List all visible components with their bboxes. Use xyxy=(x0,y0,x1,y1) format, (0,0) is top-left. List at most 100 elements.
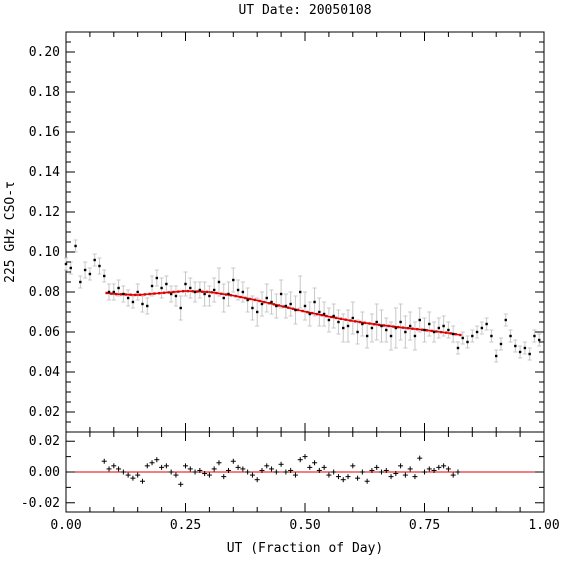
fit-point xyxy=(444,331,448,334)
fit-point xyxy=(220,292,223,295)
data-point xyxy=(461,336,464,340)
y-tick-label: 0.00 xyxy=(29,465,60,480)
fit-point xyxy=(229,294,233,297)
data-point xyxy=(389,334,393,338)
fit-point xyxy=(158,292,161,295)
fit-point xyxy=(253,298,257,302)
data-point xyxy=(447,328,450,332)
data-point xyxy=(423,328,426,332)
fit-point xyxy=(358,320,362,324)
data-point xyxy=(150,284,154,288)
fit-point xyxy=(387,324,390,328)
fit-point xyxy=(167,291,170,294)
data-point xyxy=(174,294,178,298)
fit-point xyxy=(401,326,405,329)
main-plot-frame xyxy=(65,31,545,433)
fit-layer xyxy=(105,289,462,337)
data-point xyxy=(399,320,402,324)
data-point xyxy=(98,264,101,268)
data-point xyxy=(79,280,82,284)
data-point xyxy=(514,344,517,348)
data-point xyxy=(284,304,288,308)
fit-point xyxy=(315,312,319,316)
fit-point xyxy=(425,329,429,332)
fit-point xyxy=(239,295,242,299)
data-point xyxy=(380,324,383,328)
data-point xyxy=(351,316,354,320)
data-point xyxy=(485,322,488,326)
data-point xyxy=(466,340,469,344)
data-point xyxy=(404,330,407,334)
residual-plot: 0.00 0.25 0.50 0.75 1.00 -0.02 0.00 0.02 UT (F… xyxy=(21,431,560,556)
fit-point xyxy=(344,318,347,321)
data-point xyxy=(189,286,192,290)
data-point xyxy=(93,258,96,262)
data-point xyxy=(322,312,326,316)
data-point xyxy=(160,286,163,290)
y-tick-label: 0.06 xyxy=(29,325,60,340)
fit-point xyxy=(263,300,266,304)
data-point xyxy=(327,318,331,322)
fit-point xyxy=(373,323,376,326)
fit-point xyxy=(138,293,142,296)
data-point xyxy=(227,292,230,296)
data-point xyxy=(303,304,307,308)
fit-point xyxy=(201,290,204,293)
data-point xyxy=(413,334,417,338)
residual-y-ticks: -0.02 0.00 0.02 xyxy=(21,434,544,511)
fit-point xyxy=(153,292,156,295)
fit-point xyxy=(267,302,271,305)
data-point xyxy=(169,292,173,296)
data-point xyxy=(265,296,268,300)
fit-point xyxy=(339,317,343,320)
data-point xyxy=(509,334,512,338)
data-point xyxy=(136,290,139,294)
data-point xyxy=(198,288,202,292)
fit-point xyxy=(114,292,118,296)
data-point xyxy=(103,274,106,278)
fit-point xyxy=(191,290,194,293)
fit-point xyxy=(430,329,433,333)
data-point xyxy=(184,282,187,286)
data-point xyxy=(432,330,436,334)
data-point xyxy=(131,300,135,304)
data-point xyxy=(279,292,283,296)
data-point xyxy=(69,266,72,270)
data-point xyxy=(332,314,335,318)
data-point xyxy=(146,304,149,308)
residual-x-ticks: 0.00 0.25 0.50 0.75 1.00 xyxy=(50,432,560,533)
data-point xyxy=(107,290,111,294)
main-plot: 0.02 0.04 0.06 0.08 0.10 0.12 0.14 0.16 0.18 0.20… xyxy=(3,31,545,433)
data-point xyxy=(236,288,240,292)
fit-point xyxy=(105,291,108,295)
y-tick-label: 0.14 xyxy=(29,165,60,180)
data-point xyxy=(260,302,264,306)
data-point xyxy=(155,276,159,280)
x-tick-label: 0.50 xyxy=(289,518,320,533)
x-axis-label: UT (Fraction of Day) xyxy=(227,541,384,556)
x-tick-label: 0.75 xyxy=(409,518,440,533)
fit-point xyxy=(210,291,213,294)
fit-point xyxy=(310,311,314,315)
main-x-ticks xyxy=(89,32,521,432)
fit-point xyxy=(353,320,357,323)
data-point xyxy=(112,290,115,294)
y-tick-label: -0.02 xyxy=(21,496,60,511)
data-point xyxy=(523,346,527,350)
fit-point xyxy=(148,292,151,296)
data-point xyxy=(232,278,235,282)
fit-point xyxy=(196,290,199,293)
fit-point xyxy=(420,328,424,331)
fit-point xyxy=(291,307,295,310)
data-point xyxy=(365,334,369,338)
fit-point xyxy=(411,327,414,330)
data-point xyxy=(74,244,77,248)
y-tick-label: 0.10 xyxy=(29,245,60,260)
data-point xyxy=(318,310,321,314)
data-point xyxy=(337,320,340,324)
y-tick-label: 0.20 xyxy=(29,45,60,60)
data-point xyxy=(490,334,493,338)
data-point xyxy=(437,326,441,330)
data-point xyxy=(88,272,92,276)
